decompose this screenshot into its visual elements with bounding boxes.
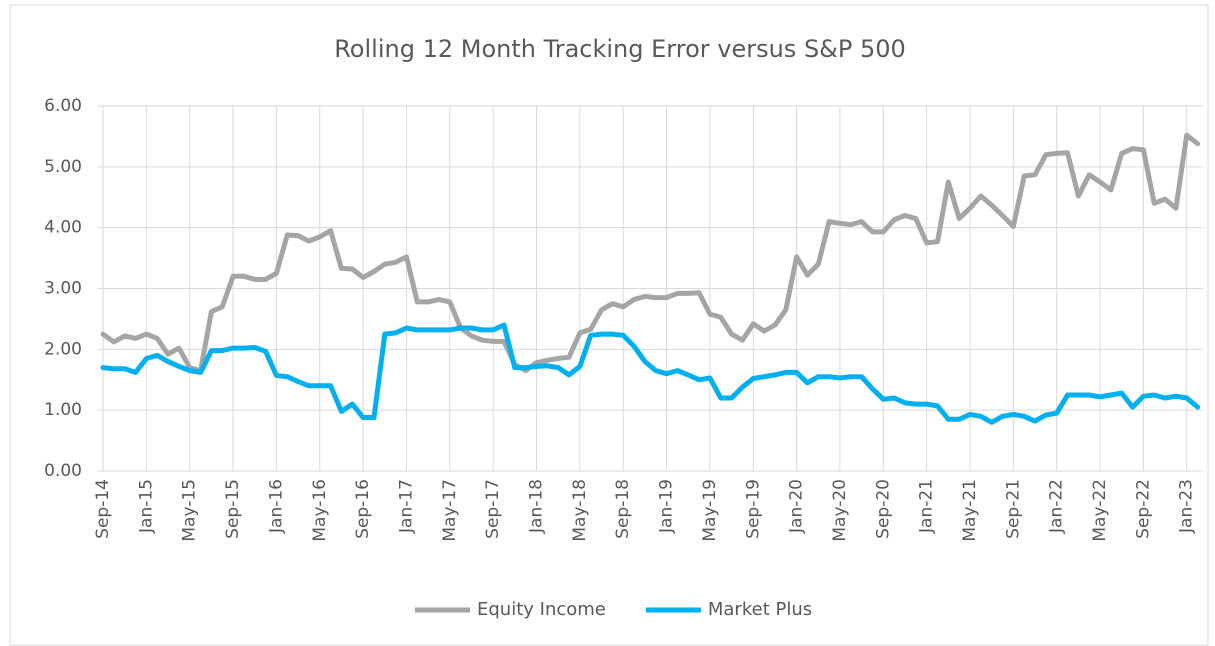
y-tick-label: 2.00 [44, 339, 82, 359]
x-tick-label: May-16 [310, 479, 330, 542]
x-tick-label: Jan-22 [1047, 479, 1067, 534]
x-tick-label: Jan-21 [917, 479, 937, 534]
x-tick-label: Jan-20 [787, 479, 807, 534]
x-tick-label: Sep-21 [1003, 479, 1023, 539]
x-tick-label: Sep-19 [743, 479, 763, 539]
x-tick-label: Sep-17 [483, 479, 503, 539]
series-line [100, 322, 1201, 425]
x-tick-label: Jan-23 [1177, 479, 1197, 534]
x-tick-label: Sep-18 [613, 479, 633, 539]
x-tick-label: Sep-20 [873, 479, 893, 539]
x-tick-label: Jan-15 [136, 479, 156, 534]
series-line [100, 132, 1201, 374]
y-tick-label: 6.00 [44, 96, 82, 116]
x-tick-label: Sep-14 [93, 479, 113, 539]
x-tick-label: May-21 [960, 479, 980, 542]
y-tick-label: 5.00 [44, 157, 82, 177]
legend-label: Market Plus [708, 599, 812, 620]
x-tick-label: Sep-16 [353, 479, 373, 539]
x-tick-label: May-15 [180, 479, 200, 542]
x-tick-label: Jan-18 [527, 479, 547, 534]
legend-label: Equity Income [477, 599, 606, 620]
x-tick-label: Jan-17 [396, 479, 416, 534]
x-tick-label: May-18 [570, 479, 590, 542]
x-tick-label: May-22 [1090, 479, 1110, 542]
x-tick-label: Sep-22 [1133, 479, 1153, 539]
y-tick-label: 4.00 [44, 218, 82, 238]
x-tick-label: Jan-16 [266, 479, 286, 534]
y-tick-label: 3.00 [44, 279, 82, 299]
y-tick-label: 1.00 [44, 400, 82, 420]
x-tick-label: May-20 [830, 479, 850, 542]
x-tick-label: Sep-15 [223, 479, 243, 539]
chart-title: Rolling 12 Month Tracking Error versus S… [334, 35, 906, 63]
x-tick-label: Jan-19 [657, 479, 677, 534]
x-tick-label: May-19 [700, 479, 720, 542]
y-tick-label: 0.00 [44, 461, 82, 481]
x-tick-label: May-17 [440, 479, 460, 542]
